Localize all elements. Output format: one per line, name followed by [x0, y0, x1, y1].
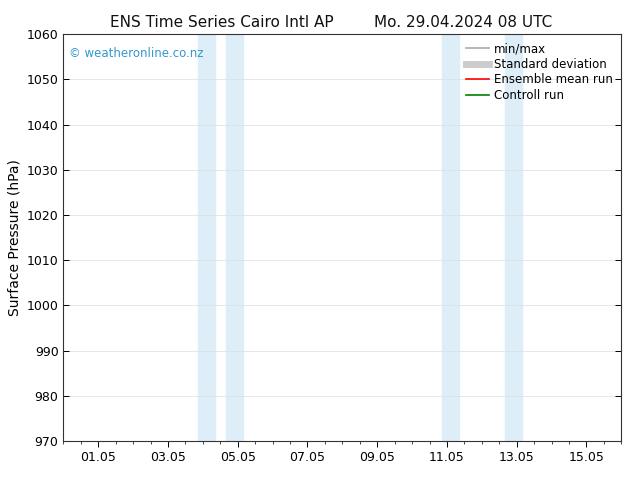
Legend: min/max, Standard deviation, Ensemble mean run, Controll run: min/max, Standard deviation, Ensemble me… — [463, 40, 616, 104]
Text: Mo. 29.04.2024 08 UTC: Mo. 29.04.2024 08 UTC — [373, 15, 552, 30]
Bar — [198, 34, 215, 441]
Text: © weatheronline.co.nz: © weatheronline.co.nz — [69, 47, 204, 59]
Text: ENS Time Series Cairo Intl AP: ENS Time Series Cairo Intl AP — [110, 15, 333, 30]
Bar — [505, 34, 522, 441]
Bar — [442, 34, 459, 441]
Bar — [226, 34, 243, 441]
Y-axis label: Surface Pressure (hPa): Surface Pressure (hPa) — [7, 159, 21, 316]
